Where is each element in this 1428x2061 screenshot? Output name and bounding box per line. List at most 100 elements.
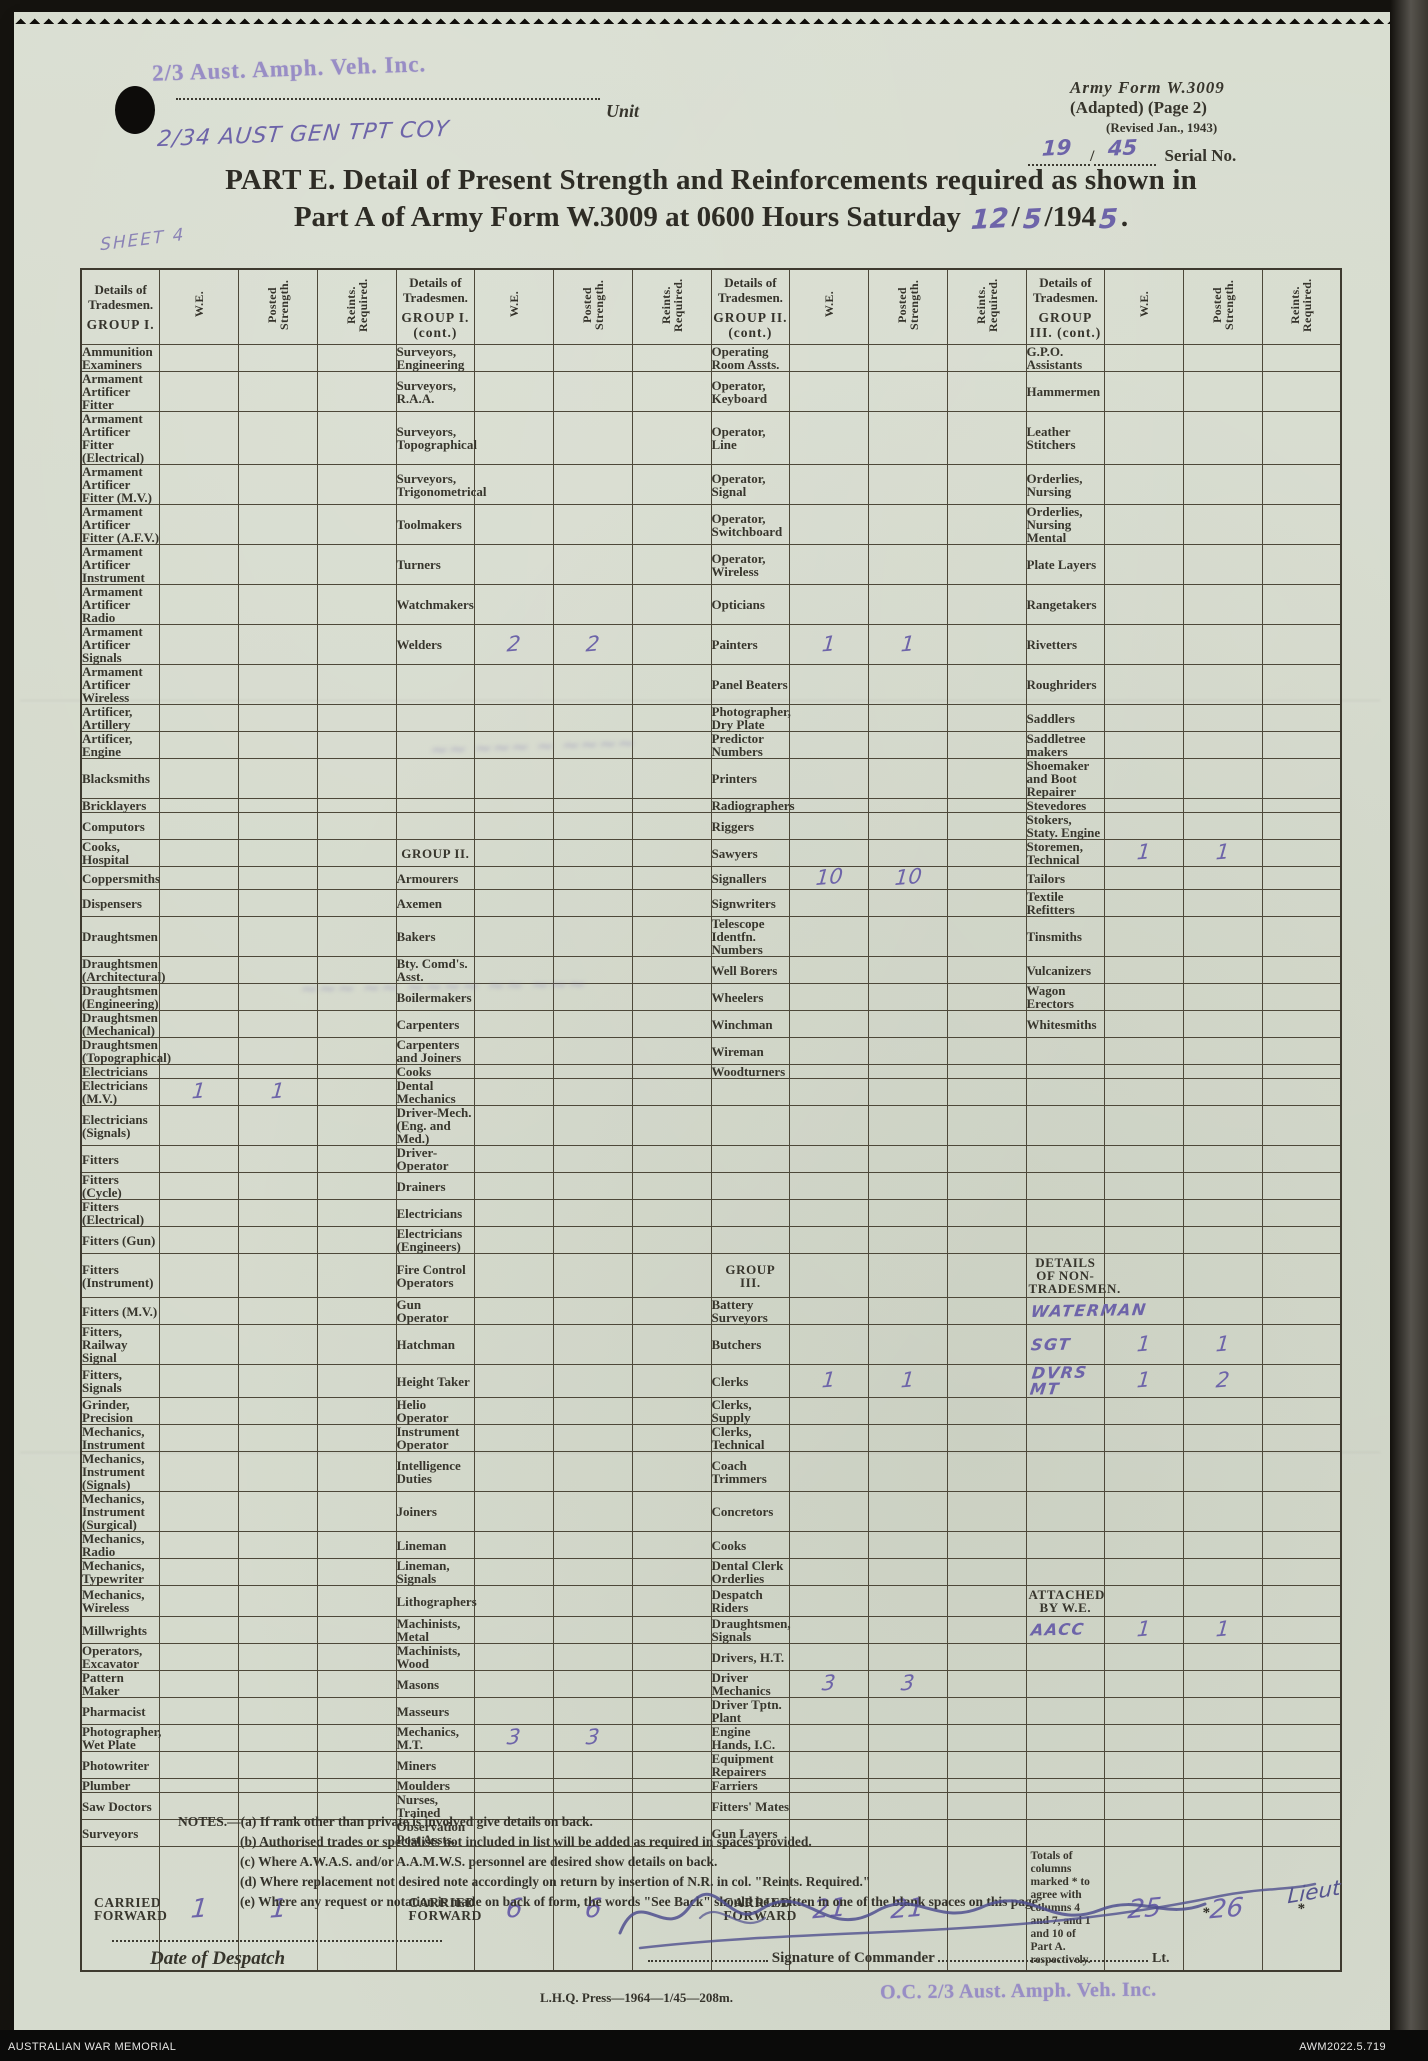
rotated-header-label: Posted Strength.: [264, 279, 291, 330]
tradesman-cell: Cooks: [395, 1064, 476, 1079]
we-cell: [159, 1297, 239, 1325]
we-cell: [1104, 889, 1184, 917]
posted-strength-cell: [1183, 983, 1263, 1011]
reints-required-cell: [316, 916, 397, 957]
reints-required-cell: [631, 1145, 712, 1173]
tradesman-cell: Rangetakers: [1025, 584, 1106, 625]
we-cell: [789, 1697, 869, 1725]
we-cell: [789, 758, 869, 799]
handwritten-value: 3: [506, 1724, 522, 1750]
posted-strength-cell: [868, 731, 948, 759]
posted-strength-cell: [238, 1172, 318, 1200]
we-cell: [789, 464, 869, 505]
reints-required-cell: [316, 889, 397, 917]
posted-strength-cell: [868, 464, 948, 505]
posted-strength-cell: [238, 758, 318, 799]
tradesman-cell: [710, 1172, 791, 1200]
we-cell: [789, 1297, 869, 1325]
posted-strength-cell: [238, 584, 318, 625]
we-cell: [159, 916, 239, 957]
tradesman-cell: Operator, Keyboard: [710, 371, 791, 412]
title-line2: Part A of Army Form W.3009 at 0600 Hours…: [80, 201, 1342, 236]
reints-required-cell: [946, 1397, 1027, 1425]
details-header: Details of Tradesmen. GROUP I. (cont.): [395, 268, 476, 345]
table-row: Ammunition Examiners Surveyors, Engineeri…: [80, 344, 1342, 372]
we-cell: [474, 371, 554, 412]
reints-required-cell: [631, 1064, 712, 1079]
tradesman-cell: Saw Doctors: [80, 1792, 161, 1820]
reints-required-cell: [631, 798, 712, 813]
tradesman-cell: Mechanics, Instrument (Signals): [80, 1451, 161, 1492]
form-revision: (Revised Jan., 1943): [1106, 120, 1218, 135]
handwritten-value: 1: [821, 1367, 837, 1393]
we-cell: [159, 1643, 239, 1671]
we-cell: [1104, 1145, 1184, 1173]
posted-strength-cell: [868, 839, 948, 867]
posted-strength-header: Posted Strength.: [1183, 268, 1263, 345]
we-cell: [474, 1078, 554, 1106]
reints-required-cell: [1261, 1558, 1342, 1586]
tradesman-cell: Armament Artificer Fitter (A.F.V.): [80, 504, 161, 545]
posted-strength-cell: [1183, 1010, 1263, 1038]
tradesman-cell: Storemen, Technical: [1025, 839, 1106, 867]
tradesman-cell: Electricians (Signals): [80, 1105, 161, 1146]
reints-required-cell: [946, 1145, 1027, 1173]
reints-required-cell: [946, 1451, 1027, 1492]
tradesman-cell: [395, 798, 476, 813]
we-cell: [789, 1324, 869, 1365]
reints-required-cell: [946, 1105, 1027, 1146]
reints-required-cell: [1261, 1670, 1342, 1698]
we-cell: [789, 798, 869, 813]
tradesman-cell: Machinists, Metal: [395, 1616, 476, 1644]
tradesman-cell: [395, 731, 476, 759]
posted-strength-cell: [553, 1558, 633, 1586]
table-row: Plumber Moulders Farriers: [80, 1778, 1342, 1793]
tradesman-cell: Riggers: [710, 812, 791, 840]
posted-strength-cell: [1183, 812, 1263, 840]
tradesman-cell: [1025, 1424, 1106, 1452]
archive-bar: AUSTRALIAN WAR MEMORIAL AWM2022.5.719: [0, 2030, 1428, 2061]
handwritten-value: 1: [270, 1078, 286, 1104]
posted-strength-cell: 1: [868, 1364, 948, 1398]
posted-strength-cell: [868, 411, 948, 465]
table-row: Coppersmiths Armourers Signallers 10 10 Tailo…: [80, 864, 1342, 890]
reints-required-cell: [946, 866, 1027, 890]
posted-strength-cell: [238, 1531, 318, 1559]
table-row: Fitters (Cycle) Drainers: [80, 1172, 1342, 1200]
reints-required-cell: [316, 704, 397, 732]
we-cell: [789, 1105, 869, 1146]
posted-strength-cell: [553, 1199, 633, 1227]
group-header-cell: DETAILS OF NON-TRADESMEN.: [1025, 1253, 1120, 1298]
tradesman-cell: Electricians: [395, 1199, 476, 1227]
we-cell: [1104, 731, 1184, 759]
we-cell: [159, 1531, 239, 1559]
tradesman-cell: Armament Artificer Radio: [80, 584, 161, 625]
reints-required-cell: [631, 1297, 712, 1325]
tradesman-cell: Mechanics, Instrument: [80, 1424, 161, 1452]
posted-strength-cell: [868, 1531, 948, 1559]
reints-required-cell: [316, 758, 397, 799]
posted-strength-cell: [553, 1010, 633, 1038]
posted-strength-cell: [553, 889, 633, 917]
we-cell: [474, 866, 554, 890]
reints-required-cell: [946, 1172, 1027, 1200]
tradesman-cell: Plumber: [80, 1778, 161, 1793]
posted-strength-cell: [1183, 1585, 1263, 1617]
handwritten-value: 2: [506, 630, 522, 657]
we-cell: 2: [474, 624, 554, 665]
table-row: Armament Artificer Radio Watchmakers Optic…: [80, 584, 1342, 625]
reints-required-cell: [946, 371, 1027, 412]
tradesman-cell: Woodturners: [710, 1064, 791, 1079]
table-row: Mechanics, Radio Lineman Cooks: [80, 1531, 1342, 1559]
posted-strength-cell: [553, 812, 633, 840]
posted-strength-cell: [868, 504, 948, 545]
posted-strength-cell: [238, 1697, 318, 1725]
posted-strength-cell: [868, 1226, 948, 1254]
we-cell: [1104, 1585, 1184, 1617]
reints-required-cell: [946, 344, 1027, 372]
tradesman-cell: Operator, Signal: [710, 464, 791, 505]
reints-required-cell: [631, 1172, 712, 1200]
we-cell: [789, 983, 869, 1011]
table-row: Mechanics, Instrument (Surgical) Joiners C…: [80, 1491, 1342, 1532]
reints-required-cell: [1261, 1364, 1342, 1398]
